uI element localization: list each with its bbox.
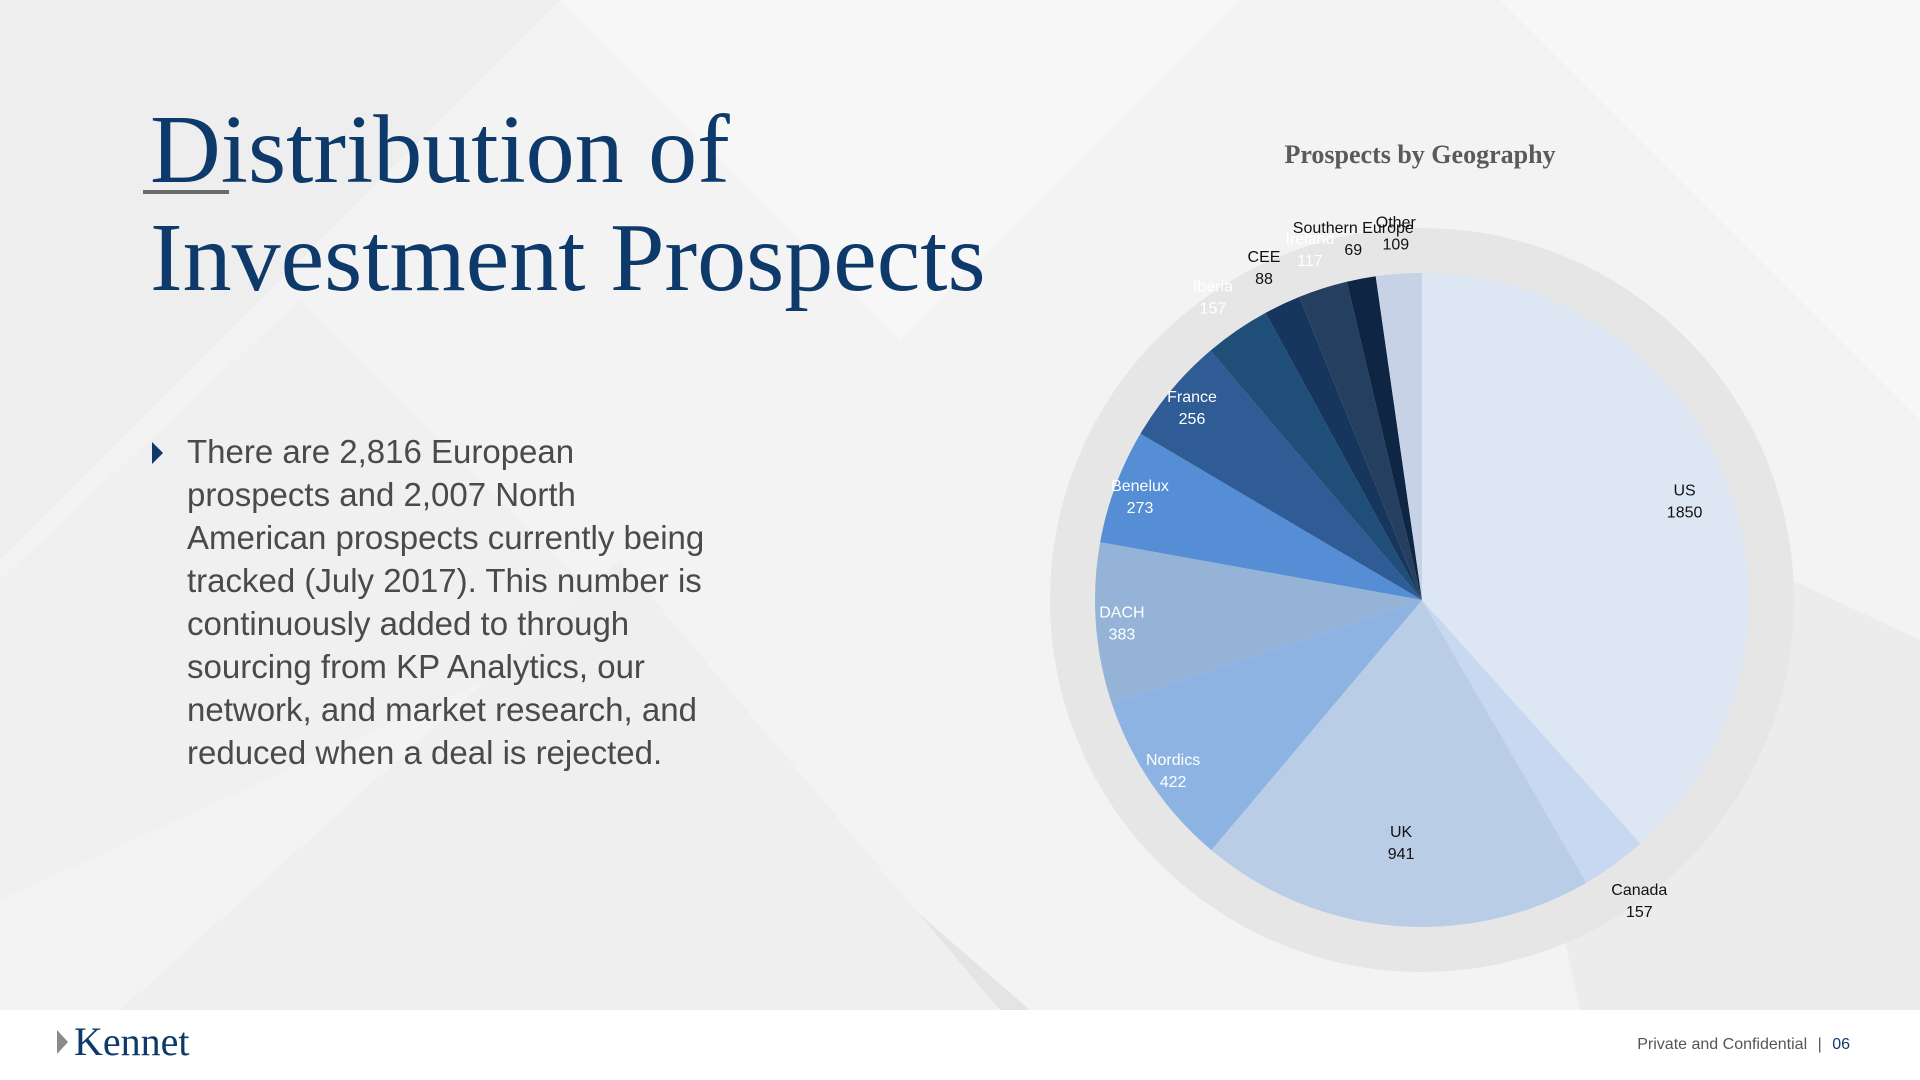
pie-slice-iberia — [1210, 312, 1422, 600]
slice-label-name: Canada — [1611, 882, 1667, 899]
data-label-nordics: Nordics 422 — [1146, 752, 1200, 791]
pie-slice-dach — [1095, 542, 1422, 704]
slice-label-name: France — [1167, 389, 1217, 406]
slice-label-value: 69 — [1344, 242, 1362, 259]
data-label-other: Other 109 — [1376, 214, 1417, 253]
slice-label-name: Iberia — [1193, 278, 1233, 295]
slide-title-line1: Distribution of — [150, 96, 730, 204]
slice-label-value: 117 — [1297, 253, 1323, 270]
bullet-arrow-icon — [152, 442, 163, 464]
logo: Kennet — [57, 1020, 190, 1064]
slice-label-value: 157 — [1626, 904, 1653, 921]
pie-slice-southern-europe — [1346, 276, 1422, 600]
slice-label-name: UK — [1390, 824, 1413, 841]
pie-chart: US 1850 Canada 157 UK 941 Nordics 422 DACH 383 Ben… — [1050, 214, 1794, 972]
data-label-dach: DACH 383 — [1099, 605, 1144, 644]
pie-slice-ireland — [1299, 281, 1422, 600]
slice-label-name: Southern Europe — [1293, 220, 1414, 237]
data-label-benelux: Benelux 273 — [1111, 478, 1169, 517]
slice-label-value: 157 — [1200, 300, 1227, 317]
data-label-cee: CEE 88 — [1248, 249, 1281, 288]
bullet-text: There are 2,816 European prospects and 2… — [187, 433, 705, 771]
slice-label-value: 88 — [1255, 271, 1273, 288]
slice-label-name: DACH — [1099, 605, 1144, 622]
slice-label-value: 109 — [1382, 236, 1409, 253]
pie-slice-us — [1422, 273, 1749, 844]
slice-label-name: Benelux — [1111, 478, 1169, 495]
slice-label-value: 256 — [1179, 411, 1206, 428]
confidential-label: Private and Confidential — [1637, 1036, 1808, 1053]
footer: Kennet Private and Confidential | 06 — [0, 1010, 1920, 1080]
slice-label-value: 383 — [1109, 627, 1136, 644]
slice-label-value: 1850 — [1667, 505, 1703, 522]
logo-text: Kennet — [74, 1019, 190, 1064]
data-label-iberia: Iberia 157 — [1193, 278, 1233, 317]
pie-slice-uk — [1211, 600, 1587, 928]
slide-title-line2: Investment Prospects — [150, 204, 986, 312]
slice-label-value: 941 — [1388, 846, 1415, 863]
slice-label-name: CEE — [1248, 249, 1281, 266]
slice-label-name: Nordics — [1146, 752, 1200, 769]
pie-slice-benelux — [1100, 433, 1422, 600]
data-label-us: US 1850 — [1667, 483, 1703, 522]
data-label-canada: Canada 157 — [1611, 882, 1667, 921]
pie-slice-cee — [1265, 296, 1422, 600]
slice-label-name: US — [1673, 483, 1695, 500]
data-label-ireland: Ireland 117 — [1285, 231, 1334, 270]
slide-title: Distribution of Investment Prospects — [150, 96, 986, 312]
slice-label-name: Other — [1376, 214, 1417, 231]
data-label-southern-europe: Southern Europe 69 — [1293, 220, 1414, 259]
footer-meta: Private and Confidential | 06 — [1637, 1036, 1850, 1054]
slice-label-name: Ireland — [1285, 231, 1334, 248]
slice-label-value: 273 — [1127, 500, 1154, 517]
pie-slice-france — [1140, 350, 1422, 600]
bullet-point: There are 2,816 European prospects and 2… — [152, 430, 712, 774]
data-label-uk: UK 941 — [1388, 824, 1415, 863]
footer-separator: | — [1817, 1036, 1822, 1053]
pie-slice-canada — [1422, 600, 1641, 883]
page-number: 06 — [1832, 1036, 1850, 1053]
title-accent-line — [143, 190, 229, 194]
pie-slice-nordics — [1111, 600, 1422, 851]
chart-title: Prospects by Geography — [1284, 140, 1556, 169]
slice-label-value: 422 — [1160, 774, 1187, 791]
pie-slice-other — [1375, 273, 1422, 600]
logo-arrow-icon — [57, 1030, 68, 1054]
data-label-france: France 256 — [1167, 389, 1217, 428]
